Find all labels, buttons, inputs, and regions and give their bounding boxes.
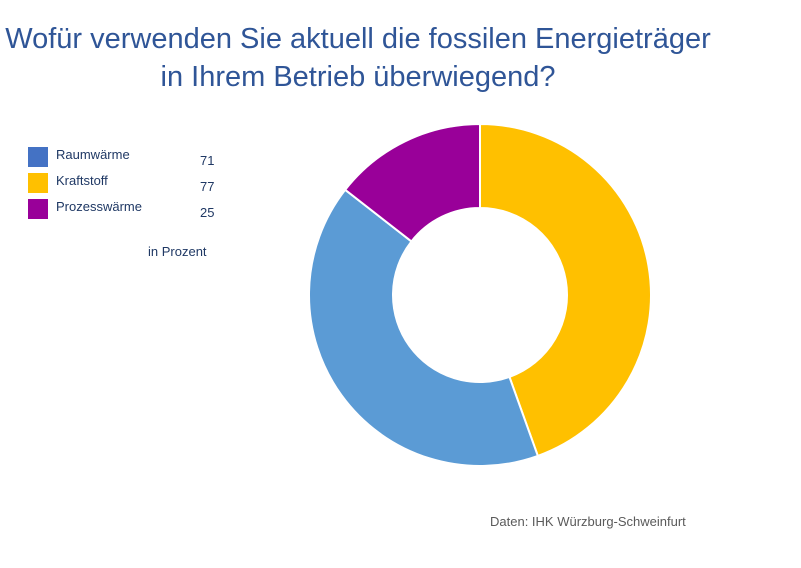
chart-title-line-1: Wofür verwenden Sie aktuell die fossilen… <box>5 23 711 55</box>
legend-swatch-kraftstoff <box>28 173 48 193</box>
donut-slice-kraftstoff <box>479 122 652 458</box>
donut-chart <box>308 122 652 467</box>
legend-item-raumwaerme: Raumwärme 71 <box>28 145 228 171</box>
chart-title-line-2: in Ihrem Betrieb überwiegend? <box>160 61 556 93</box>
legend-item-prozesswaerme: Prozesswärme 25 <box>28 197 228 223</box>
donut-slices <box>308 122 652 467</box>
chart-title: Wofür verwenden Sie aktuell die fossilen… <box>0 20 716 96</box>
legend-value-kraftstoff: 77 <box>200 179 215 194</box>
legend-item-kraftstoff: Kraftstoff 77 <box>28 171 228 197</box>
donut-slice-prozesswaerme <box>343 122 481 243</box>
source-note: Daten: IHK Würzburg-Schweinfurt <box>490 514 686 529</box>
donut-slice-raumwaerme <box>308 188 540 467</box>
legend-value-raumwaerme: 71 <box>200 153 215 168</box>
legend-swatch-prozesswaerme <box>28 199 48 219</box>
legend-label-raumwaerme: Raumwärme <box>56 147 130 162</box>
unit-note: in Prozent <box>148 244 207 259</box>
legend: Raumwärme 71 Kraftstoff 77 Prozesswärme … <box>28 145 228 223</box>
legend-value-prozesswaerme: 25 <box>200 205 215 220</box>
legend-swatch-raumwaerme <box>28 147 48 167</box>
legend-label-prozesswaerme: Prozesswärme <box>56 199 142 214</box>
legend-label-kraftstoff: Kraftstoff <box>56 173 108 188</box>
